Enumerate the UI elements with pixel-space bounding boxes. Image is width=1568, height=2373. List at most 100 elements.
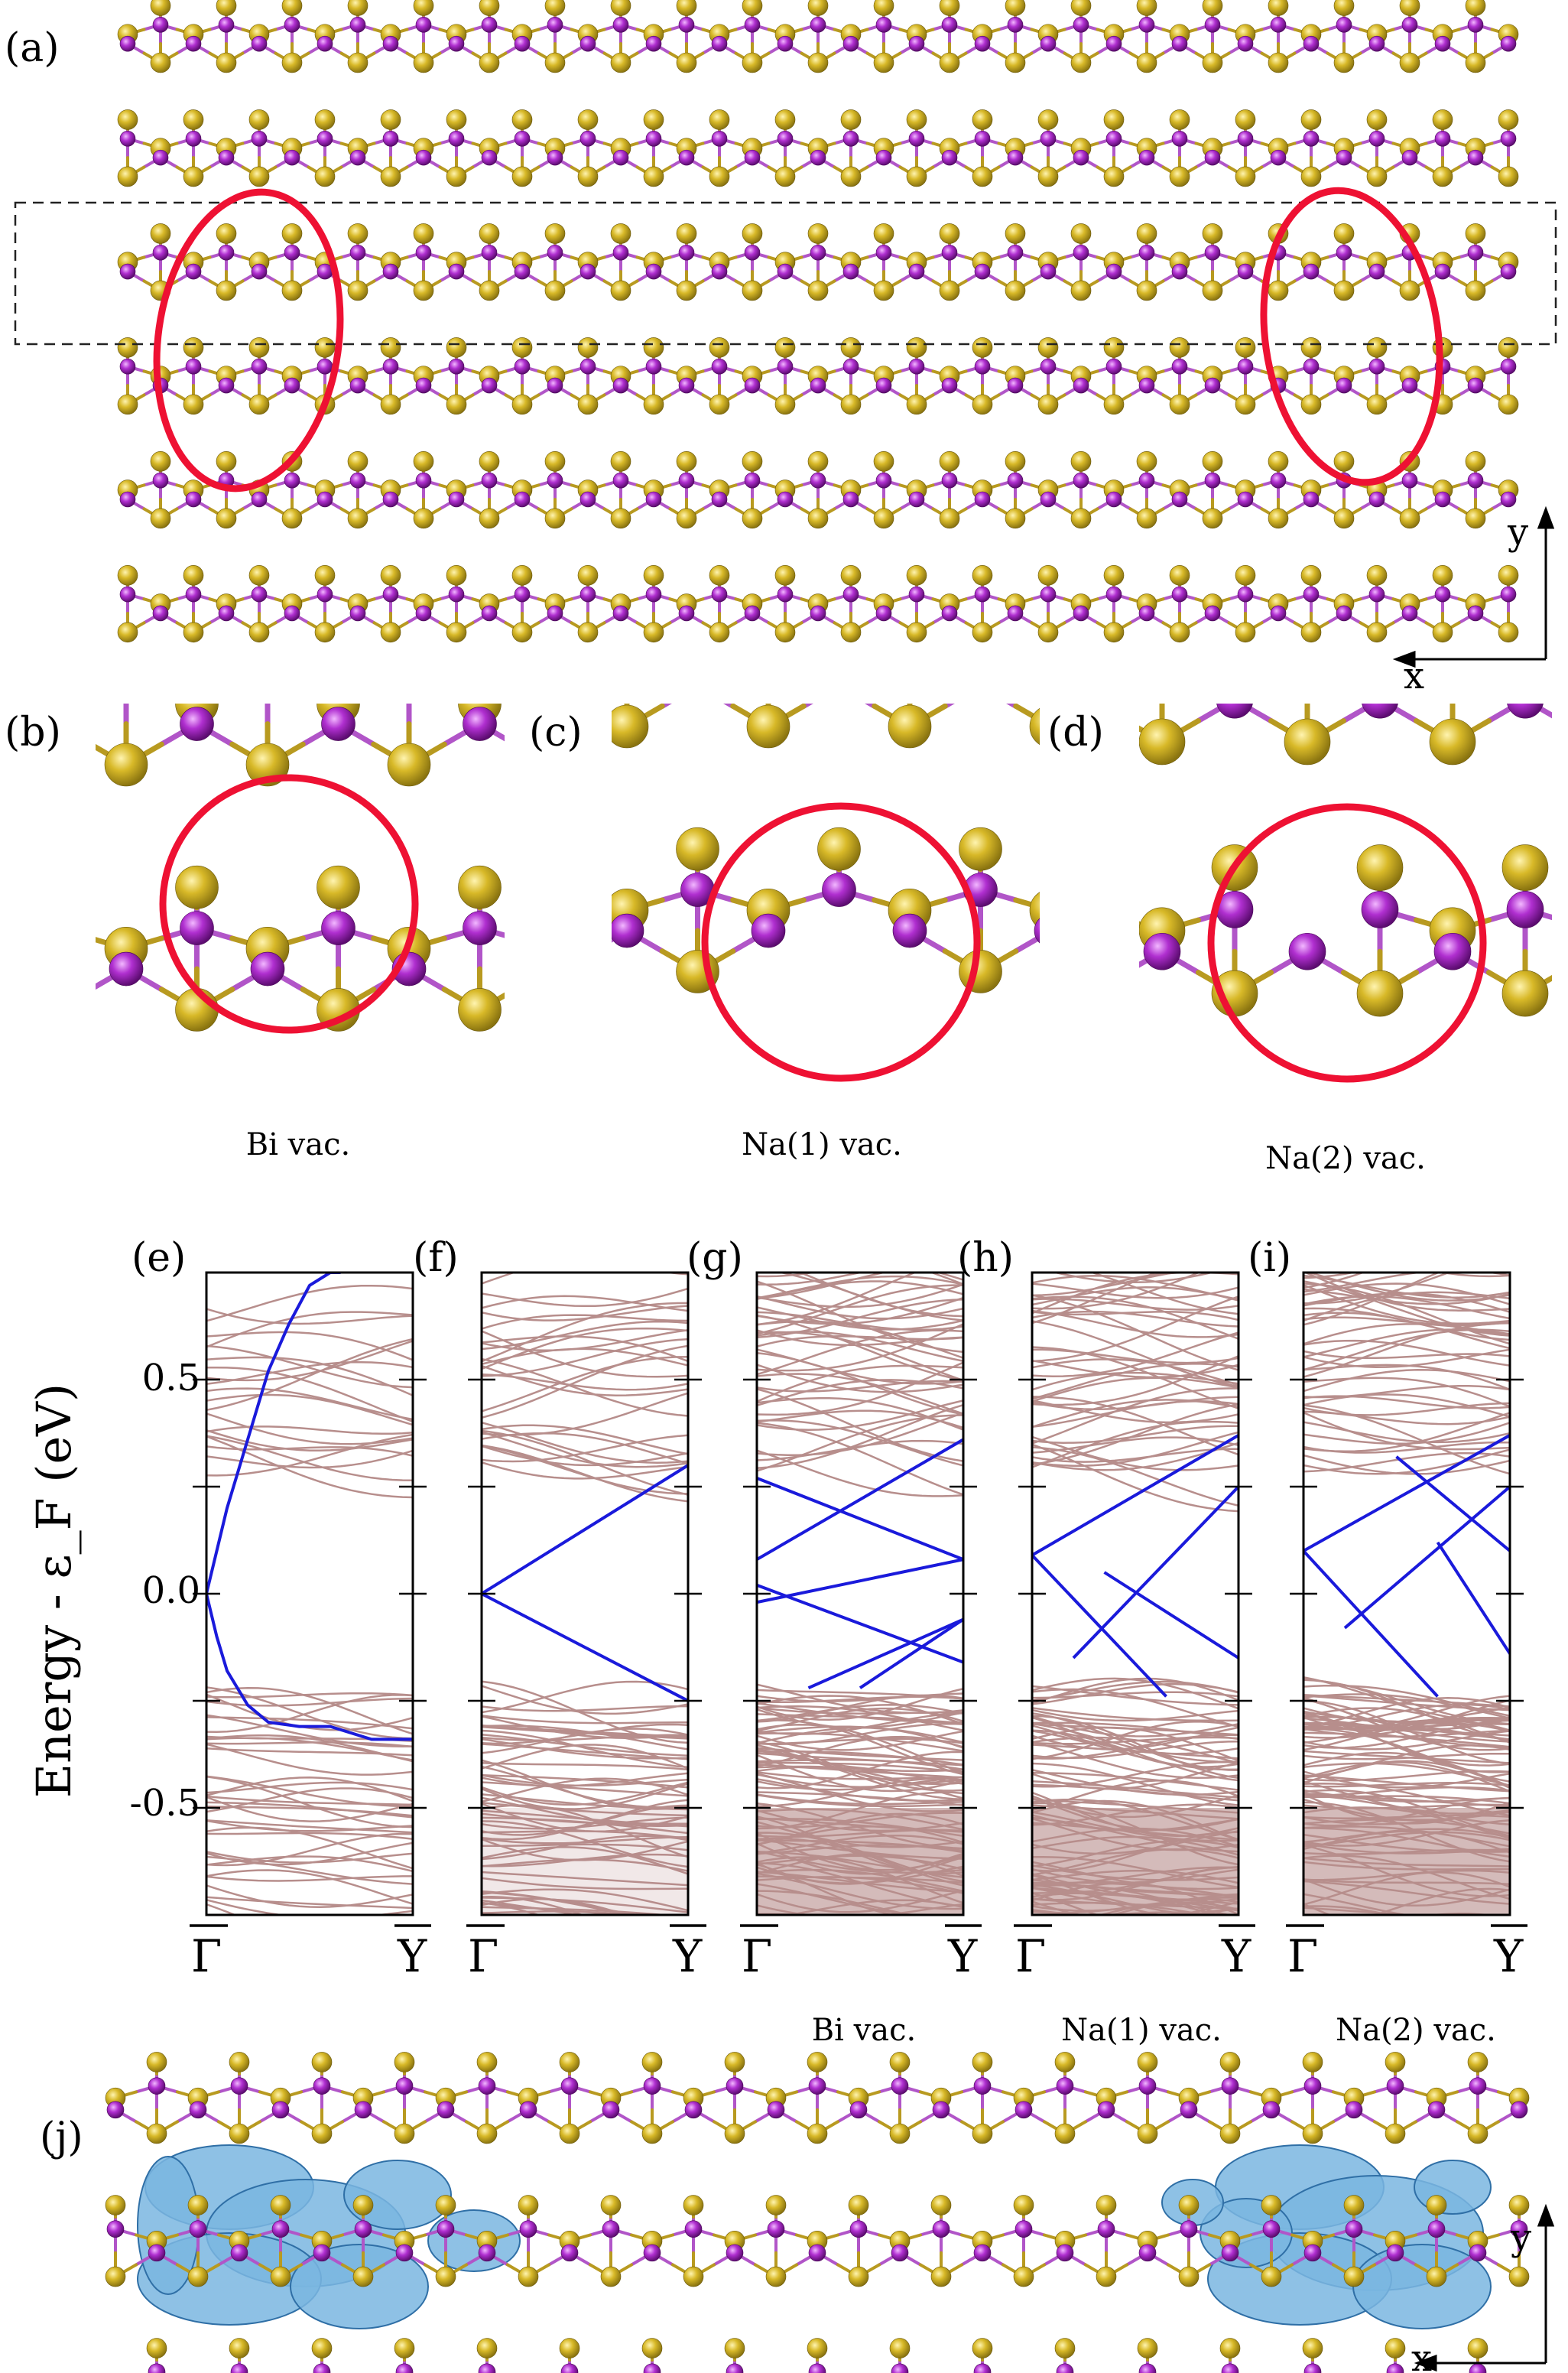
bulk-band bbox=[206, 1855, 413, 1873]
bulk-band bbox=[1032, 1311, 1238, 1321]
bulk-band bbox=[1032, 1761, 1238, 1788]
bi-atom bbox=[808, 2244, 826, 2262]
na-atom bbox=[1333, 508, 1355, 529]
na-atom bbox=[906, 109, 927, 130]
na-atom bbox=[906, 337, 927, 358]
na-atom bbox=[104, 743, 148, 787]
na-atom bbox=[146, 2338, 167, 2358]
bulk-band bbox=[1303, 1321, 1510, 1378]
bulk-band bbox=[1303, 1684, 1510, 1717]
bi-atom bbox=[974, 586, 991, 603]
bi-atom bbox=[1270, 149, 1287, 166]
bulk-band bbox=[482, 1320, 688, 1351]
bi-atom bbox=[842, 131, 859, 147]
bi-atom bbox=[395, 2244, 414, 2262]
bulk-band bbox=[757, 1364, 963, 1403]
na-atom bbox=[1300, 394, 1322, 415]
bulk-band bbox=[482, 1444, 688, 1503]
bulk-band-continuum bbox=[1303, 1808, 1510, 1915]
bi-atom bbox=[1500, 491, 1517, 508]
bi-atom bbox=[1434, 586, 1451, 603]
na-atom bbox=[1169, 109, 1190, 130]
na-atom bbox=[248, 337, 270, 358]
bi-atom bbox=[941, 377, 958, 394]
bi-atom bbox=[842, 35, 859, 52]
bulk-band-continuum bbox=[757, 1808, 963, 1915]
bulk-band bbox=[1303, 1448, 1510, 1475]
bi-atom bbox=[1434, 1143, 1471, 1179]
bulk-band bbox=[482, 1705, 688, 1712]
na-atom bbox=[380, 622, 401, 643]
na-atom bbox=[972, 2338, 993, 2358]
na-atom bbox=[677, 1134, 719, 1177]
bi-atom bbox=[1500, 586, 1517, 603]
bulk-band bbox=[206, 1775, 413, 1808]
bi-atom bbox=[810, 472, 826, 489]
bi-atom bbox=[478, 2363, 496, 2373]
na-atom bbox=[413, 451, 434, 472]
bi-atom bbox=[777, 131, 794, 147]
bulk-band bbox=[206, 1366, 413, 1423]
na-atom bbox=[610, 451, 631, 472]
edge-state-band bbox=[482, 1464, 688, 1595]
na-atom bbox=[347, 223, 368, 244]
na-atom bbox=[1385, 2338, 1406, 2358]
bi-atom bbox=[415, 377, 432, 394]
na-atom bbox=[529, 1111, 572, 1154]
bulk-band bbox=[482, 1777, 688, 1803]
bi-atom bbox=[875, 244, 892, 261]
bulk-band bbox=[1303, 1339, 1510, 1367]
bi-atom bbox=[678, 17, 695, 33]
bulk-band bbox=[757, 1284, 963, 1335]
bi-atom bbox=[711, 35, 728, 52]
na-atom bbox=[281, 52, 303, 73]
bi-atom bbox=[842, 263, 859, 280]
na-atom bbox=[1261, 2195, 1282, 2215]
bulk-band-continuum bbox=[482, 1808, 688, 1915]
na-atom bbox=[1465, 223, 1486, 244]
bulk-band bbox=[757, 1726, 963, 1749]
bulk-band bbox=[206, 1896, 413, 1910]
bi-atom bbox=[185, 586, 202, 603]
bi-atom bbox=[842, 586, 859, 603]
edge-state-band bbox=[1395, 1455, 1510, 1552]
na-atom bbox=[774, 622, 796, 643]
na-atom bbox=[1366, 109, 1388, 130]
bi-atom bbox=[610, 1118, 644, 1152]
bi-atom bbox=[218, 605, 235, 622]
bulk-band bbox=[1303, 1795, 1510, 1805]
bi-atom bbox=[1221, 2077, 1239, 2095]
bulk-band bbox=[757, 1283, 963, 1308]
k-point-labels: Γ Y Γ Y Γ Y Γ Y Γ Y bbox=[190, 1924, 1527, 1982]
na-atom bbox=[676, 451, 697, 472]
bi-atom bbox=[382, 263, 399, 280]
na-atom bbox=[216, 508, 237, 529]
na-atom bbox=[906, 622, 927, 643]
bi-atom bbox=[395, 2077, 414, 2095]
na-atom bbox=[34, 988, 77, 1031]
bi-atom bbox=[645, 131, 662, 147]
na-atom bbox=[1432, 565, 1453, 586]
bi-atom bbox=[610, 628, 644, 662]
bi-atom bbox=[974, 263, 991, 280]
bi-atom bbox=[875, 472, 892, 489]
bulk-band bbox=[482, 1335, 688, 1363]
na-atom bbox=[724, 2123, 745, 2144]
bulk-band bbox=[1032, 1715, 1238, 1780]
na-atom bbox=[972, 394, 993, 415]
na-atom bbox=[1366, 394, 1388, 415]
na-atom bbox=[1268, 451, 1289, 472]
bi-atom bbox=[1434, 131, 1451, 147]
bi-atom bbox=[185, 35, 202, 52]
bi-atom bbox=[514, 131, 531, 147]
bi-atom bbox=[1138, 472, 1155, 489]
bi-atom bbox=[437, 2220, 455, 2238]
kpt-gamma-h: Γ bbox=[1015, 1930, 1046, 1982]
bi-atom bbox=[777, 358, 794, 375]
bi-atom bbox=[251, 131, 268, 147]
edge-state-band bbox=[757, 1558, 963, 1604]
bulk-band bbox=[206, 1826, 413, 1870]
bi-atom bbox=[1469, 2244, 1487, 2262]
kpt-gamma-g: Γ bbox=[742, 1930, 772, 1982]
na-atom bbox=[1029, 892, 1040, 929]
